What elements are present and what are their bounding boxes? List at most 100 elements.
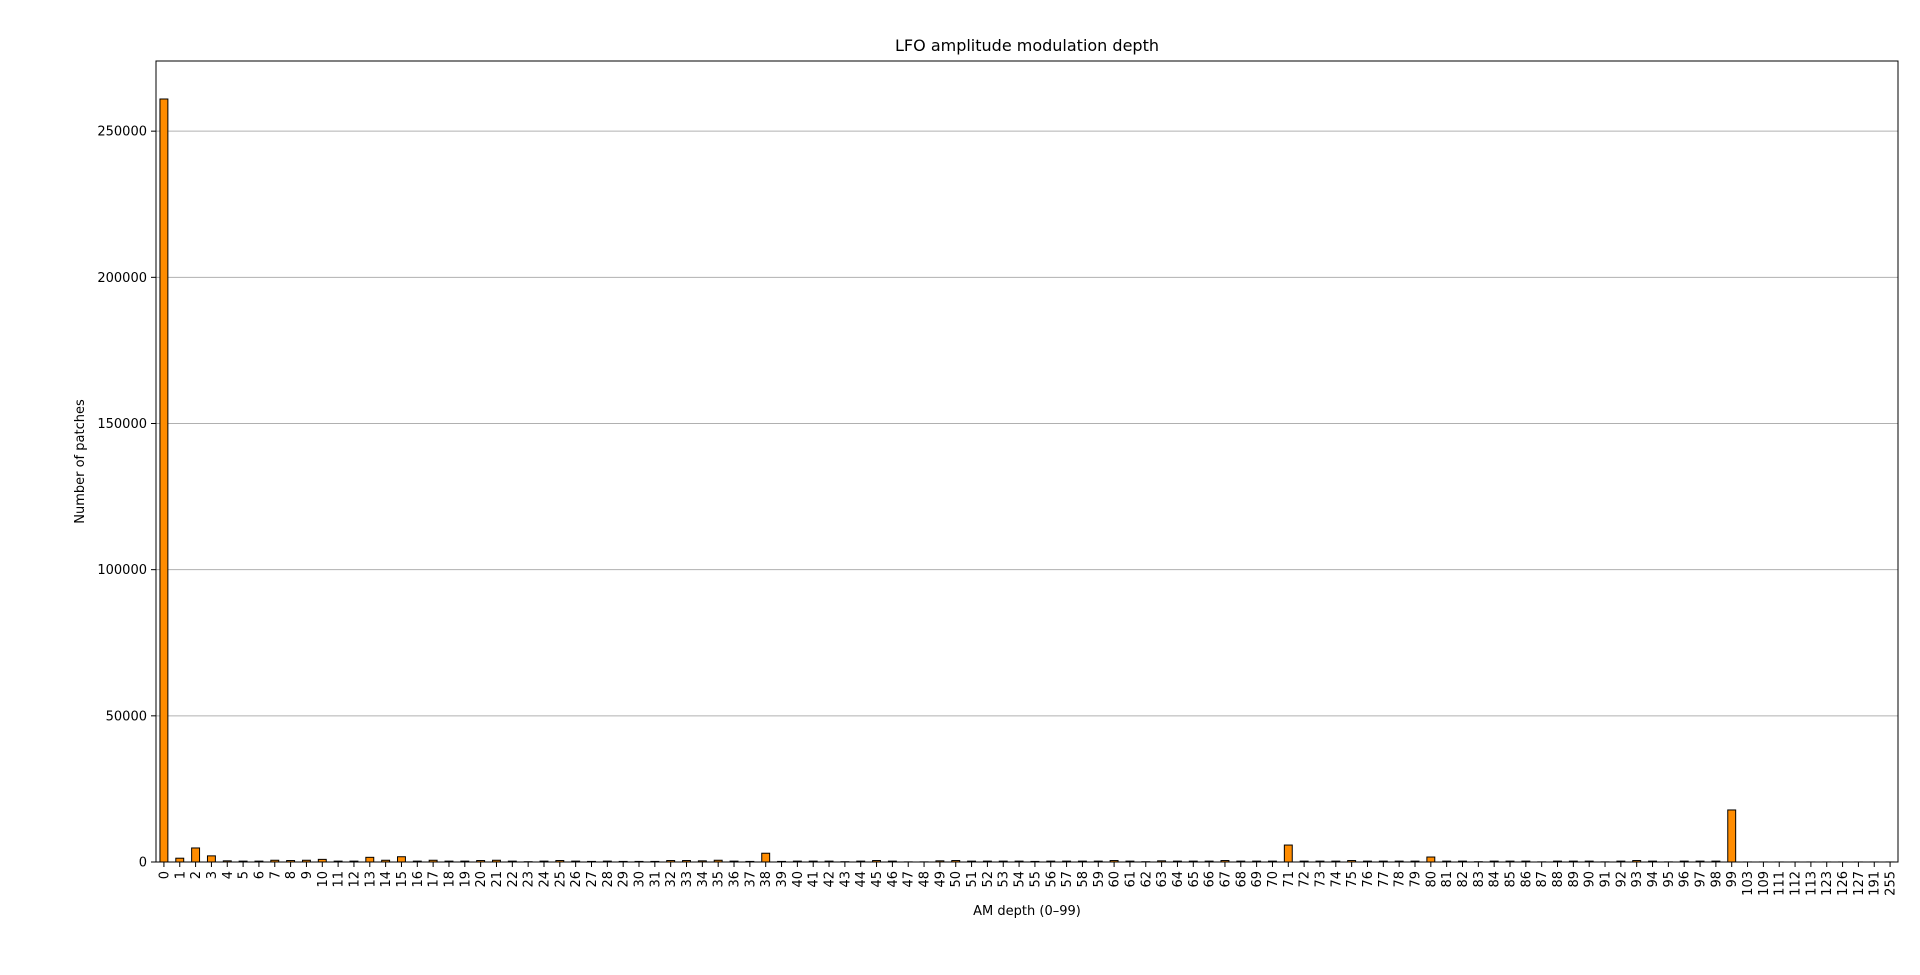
x-tick-label: 19 [458, 871, 473, 888]
x-tick-label: 58 [1076, 871, 1091, 888]
bar [761, 852, 771, 863]
x-tick-label: 29 [617, 871, 632, 888]
x-tick-label: 12 [347, 871, 362, 888]
x-tick-label: 103 [1741, 871, 1756, 896]
y-tick-label: 0 [139, 856, 147, 871]
x-tick-label: 31 [648, 871, 663, 888]
plot-frame [155, 60, 1899, 863]
x-tick-label: 43 [838, 871, 853, 888]
x-tick-label: 34 [696, 871, 711, 888]
x-tick-label: 24 [537, 871, 552, 888]
bar [206, 855, 216, 863]
x-tick-label: 62 [1139, 871, 1154, 888]
x-tick-label: 22 [506, 871, 521, 888]
x-tick-label: 50 [949, 871, 964, 888]
x-tick-label: 191 [1868, 871, 1883, 896]
x-tick-label: 30 [633, 871, 648, 888]
x-tick-label: 23 [522, 871, 537, 888]
x-tick-label: 55 [1028, 871, 1043, 888]
x-tick-label: 18 [442, 871, 457, 888]
x-tick-label: 13 [363, 871, 378, 888]
x-tick-label: 97 [1694, 871, 1709, 888]
bar [397, 856, 406, 863]
x-tick-label: 2 [189, 871, 204, 879]
x-tick-label: 84 [1488, 871, 1503, 888]
x-tick-label: 79 [1408, 871, 1423, 888]
x-tick-label: 99 [1725, 871, 1740, 888]
x-tick-label: 40 [791, 871, 806, 888]
x-tick-label: 109 [1757, 871, 1772, 896]
x-tick-label: 86 [1519, 871, 1534, 888]
x-tick-label: 255 [1884, 871, 1899, 896]
y-tick-label: 100000 [97, 563, 147, 578]
x-tick-label: 27 [585, 871, 600, 888]
x-tick-label: 32 [664, 871, 679, 888]
x-tick-label: 47 [902, 871, 917, 888]
x-tick-label: 51 [965, 871, 980, 888]
x-tick-label: 89 [1567, 871, 1582, 888]
x-tick-label: 98 [1709, 871, 1724, 888]
x-tick-label: 82 [1456, 871, 1471, 888]
bars [159, 98, 1895, 863]
x-tick-label: 0 [157, 871, 172, 879]
x-tick-label: 45 [870, 871, 885, 888]
x-tick-label: 78 [1393, 871, 1408, 888]
x-tick-label: 126 [1836, 871, 1851, 896]
bar [1727, 809, 1737, 863]
x-tick-label: 85 [1504, 871, 1519, 888]
x-tick-label: 96 [1678, 871, 1693, 888]
x-tick-label: 60 [1108, 871, 1123, 888]
y-tick-label: 200000 [97, 271, 147, 286]
x-tick-label: 26 [569, 871, 584, 888]
x-tick-label: 87 [1535, 871, 1550, 888]
y-tick-label: 50000 [106, 709, 147, 724]
x-axis-label: AM depth (0–99) [973, 904, 1081, 919]
x-tick-label: 112 [1789, 871, 1804, 896]
x-tick-label: 39 [775, 871, 790, 888]
bar [365, 856, 375, 863]
x-tick-label: 25 [553, 871, 568, 888]
x-tick-label: 93 [1630, 871, 1645, 888]
x-axis-ticks: 0 1 2 3 4 5 6 7 8 9 10 11 12 13 14 15 16 17 18 19 20 21 22 23 24… [157, 862, 1899, 896]
y-tick-label: 250000 [97, 125, 147, 140]
x-tick-label: 95 [1662, 871, 1677, 888]
x-tick-label: 80 [1424, 871, 1439, 888]
x-tick-label: 88 [1551, 871, 1566, 888]
x-tick-label: 15 [395, 871, 410, 888]
x-tick-label: 35 [712, 871, 727, 888]
x-tick-label: 14 [379, 871, 394, 888]
x-tick-label: 44 [854, 871, 869, 888]
x-tick-label: 67 [1218, 871, 1233, 888]
x-tick-label: 11 [332, 871, 347, 888]
x-tick-label: 75 [1345, 871, 1360, 888]
x-tick-label: 65 [1187, 871, 1202, 888]
x-tick-label: 92 [1614, 871, 1629, 888]
chart-title: LFO amplitude modulation depth [895, 36, 1159, 55]
x-tick-label: 8 [284, 871, 299, 879]
x-tick-label: 5 [237, 871, 252, 879]
x-tick-label: 6 [252, 871, 267, 879]
x-tick-label: 54 [1013, 871, 1028, 888]
y-gridlines [156, 130, 1898, 863]
x-tick-label: 41 [807, 871, 822, 888]
x-tick-label: 17 [427, 871, 442, 888]
x-tick-label: 42 [823, 871, 838, 888]
bar [191, 847, 201, 863]
x-tick-label: 91 [1599, 871, 1614, 888]
x-tick-label: 72 [1298, 871, 1313, 888]
x-tick-label: 4 [221, 871, 236, 879]
x-tick-label: 127 [1852, 871, 1867, 896]
bar [1426, 856, 1436, 863]
x-tick-label: 123 [1820, 871, 1835, 896]
bar [1283, 844, 1293, 863]
x-tick-label: 70 [1266, 871, 1281, 888]
x-tick-label: 20 [474, 871, 489, 888]
x-tick-label: 66 [1203, 871, 1218, 888]
x-tick-label: 21 [490, 871, 505, 888]
x-tick-label: 46 [886, 871, 901, 888]
x-tick-label: 68 [1234, 871, 1249, 888]
x-tick-label: 69 [1250, 871, 1265, 888]
x-tick-label: 59 [1092, 871, 1107, 888]
x-tick-label: 63 [1155, 871, 1170, 888]
